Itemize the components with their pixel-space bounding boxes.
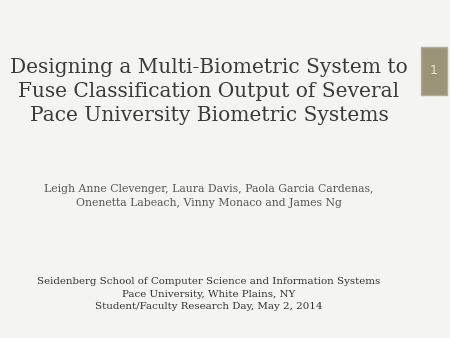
Text: Designing a Multi-Biometric System to
Fuse Classification Output of Several
Pace: Designing a Multi-Biometric System to Fu… — [10, 57, 408, 125]
Text: 1: 1 — [430, 65, 438, 77]
FancyBboxPatch shape — [421, 47, 447, 95]
Text: Seidenberg School of Computer Science and Information Systems
Pace University, W: Seidenberg School of Computer Science an… — [37, 277, 381, 311]
Text: Leigh Anne Clevenger, Laura Davis, Paola Garcia Cardenas,
Onenetta Labeach, Vinn: Leigh Anne Clevenger, Laura Davis, Paola… — [44, 184, 374, 208]
